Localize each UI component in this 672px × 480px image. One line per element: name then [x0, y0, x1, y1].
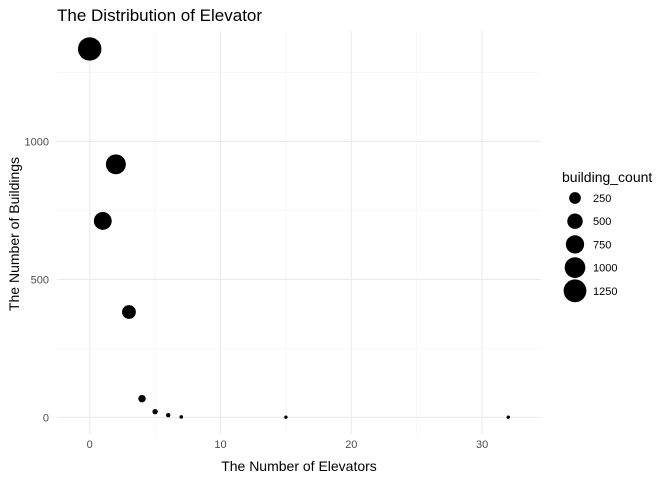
- x-axis-title: The Number of Elevators: [221, 458, 377, 474]
- y-tick-label: 1000: [25, 136, 49, 148]
- data-point: [77, 37, 102, 61]
- data-point: [105, 154, 126, 175]
- x-tick-label: 20: [345, 439, 357, 451]
- x-tick-label: 0: [87, 439, 93, 451]
- data-point: [179, 415, 184, 419]
- legend-key: [569, 192, 581, 204]
- y-tick-label: 500: [31, 274, 49, 286]
- legend-title: building_count: [562, 169, 652, 185]
- data-point: [165, 413, 171, 418]
- data-point: [284, 415, 288, 419]
- legend-label: 500: [593, 216, 611, 228]
- data-point: [138, 394, 146, 403]
- y-tick-label: 0: [43, 412, 49, 424]
- data-points: [77, 37, 510, 419]
- legend-label: 250: [593, 193, 611, 205]
- data-point: [506, 415, 510, 419]
- size-legend: building_count 250 500 750 1000 1250: [562, 169, 652, 303]
- legend-label: 750: [593, 239, 611, 251]
- x-tick-label: 10: [214, 439, 226, 451]
- data-point: [93, 211, 112, 230]
- legend-label: 1000: [593, 263, 617, 275]
- legend-key: [567, 213, 583, 229]
- y-axis-title: The Number of Buildings: [6, 157, 22, 311]
- legend-label: 1250: [593, 286, 617, 298]
- legend-key: [563, 279, 587, 303]
- data-point: [152, 408, 158, 415]
- grid: [57, 31, 541, 434]
- chart-title: The Distribution of Elevator: [57, 6, 262, 25]
- y-axis-ticks: 0 500 1000: [25, 136, 49, 424]
- legend-key: [565, 235, 585, 254]
- x-axis-ticks: 0 10 20 30: [87, 439, 489, 451]
- x-tick-label: 30: [476, 439, 488, 451]
- legend-key: [564, 257, 586, 278]
- data-point: [122, 305, 136, 319]
